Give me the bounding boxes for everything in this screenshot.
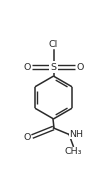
Text: NH: NH [70, 130, 84, 139]
Text: O: O [23, 63, 30, 72]
Text: Cl: Cl [49, 40, 58, 49]
Text: CH₃: CH₃ [65, 147, 82, 156]
Text: O: O [23, 133, 30, 142]
Text: S: S [51, 63, 56, 72]
Text: O: O [77, 63, 84, 72]
